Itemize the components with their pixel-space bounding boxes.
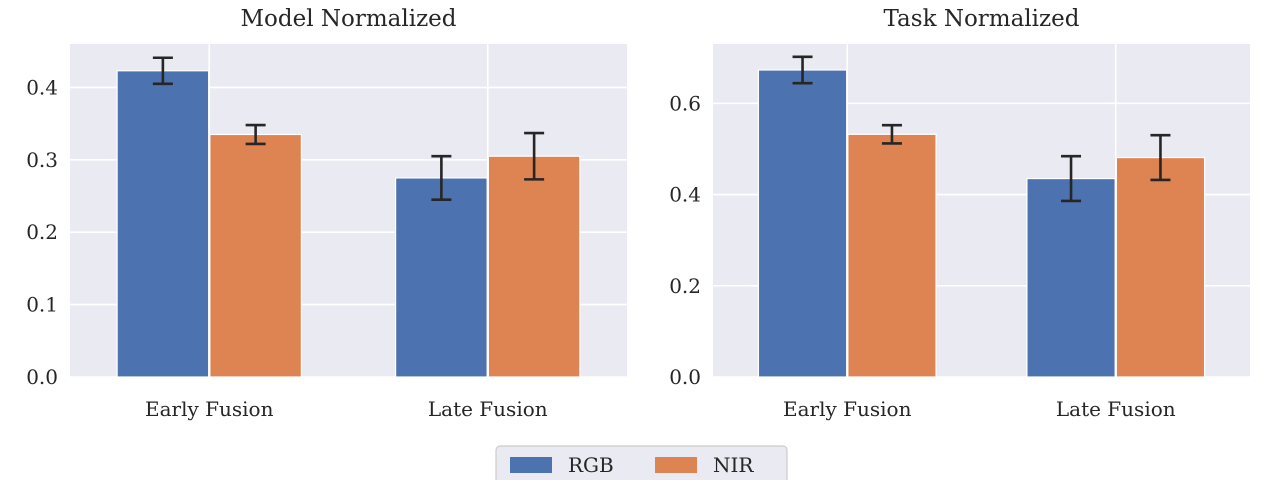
error-bar — [881, 123, 902, 145]
y-tick-label: 0.6 — [669, 91, 701, 115]
y-tick-label: 0.3 — [26, 148, 58, 172]
chart-title: Model Normalized — [240, 6, 456, 32]
error-bar — [1150, 133, 1171, 182]
y-tick-label: 0.1 — [26, 293, 58, 317]
legend-frame — [495, 445, 788, 484]
bar-rgb-early-fusion — [116, 70, 210, 378]
legend: RGB NIR — [495, 445, 788, 484]
bar-nir-late-fusion — [487, 155, 581, 378]
error-bar — [1061, 154, 1082, 203]
legend-swatch-nir — [655, 457, 697, 473]
error-bar — [524, 131, 545, 181]
y-tick-label: 0.2 — [669, 274, 701, 298]
y-tick-label: 0.4 — [669, 183, 701, 207]
chart-title: Task Normalized — [884, 6, 1080, 32]
x-tick-label: Early Fusion — [783, 397, 912, 421]
bar-rgb-late-fusion — [1026, 177, 1116, 378]
error-bar — [152, 56, 173, 86]
chart-panel-1: 0.0 0.1 0.2 0.3 0.4 Early Fusion Late Fusion Mo… — [26, 6, 627, 421]
bar-rgb-early-fusion — [757, 69, 848, 378]
bar-nir-early-fusion — [209, 133, 302, 378]
y-tick-label: 0.0 — [669, 365, 701, 389]
bar-nir-early-fusion — [847, 133, 937, 378]
x-tick-label: Early Fusion — [145, 397, 274, 421]
x-tick-label: Late Fusion — [1056, 397, 1176, 421]
error-bar — [431, 154, 452, 201]
chart-panel-2: 0.0 0.2 0.4 0.6 Early Fusion Late Fusion Task … — [669, 6, 1250, 421]
legend-label-nir: NIR — [713, 453, 754, 477]
y-tick-label: 0.4 — [26, 75, 58, 99]
x-tick-label: Late Fusion — [428, 397, 548, 421]
legend-swatch-rgb — [510, 457, 552, 473]
legend-label-rgb: RGB — [568, 453, 614, 477]
bar-rgb-late-fusion — [395, 177, 488, 378]
y-tick-label: 0.0 — [26, 365, 58, 389]
error-bar — [792, 55, 813, 85]
bar-nir-late-fusion — [1115, 156, 1206, 378]
y-tick-label: 0.2 — [26, 220, 58, 244]
error-bar — [245, 123, 266, 146]
